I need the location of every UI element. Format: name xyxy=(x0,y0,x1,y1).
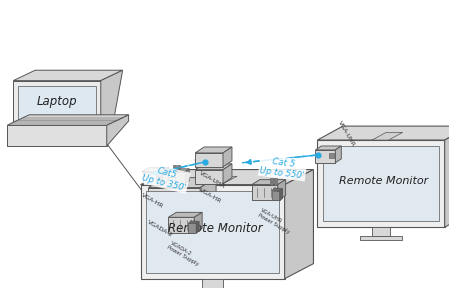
Text: Remote Monitor: Remote Monitor xyxy=(339,176,428,186)
Polygon shape xyxy=(188,221,199,223)
Polygon shape xyxy=(7,125,107,146)
Polygon shape xyxy=(176,172,185,184)
Text: VGA-UHR: VGA-UHR xyxy=(198,171,226,190)
Polygon shape xyxy=(188,223,196,233)
Polygon shape xyxy=(335,146,341,163)
Bar xyxy=(329,153,334,158)
Polygon shape xyxy=(324,146,439,221)
Polygon shape xyxy=(195,153,223,167)
Text: VGA-HR: VGA-HR xyxy=(140,192,164,209)
Bar xyxy=(173,169,176,172)
Polygon shape xyxy=(223,147,232,167)
Text: Cat5
Up to 350': Cat5 Up to 350' xyxy=(141,163,189,192)
Polygon shape xyxy=(18,86,96,120)
Polygon shape xyxy=(7,115,129,125)
Polygon shape xyxy=(194,212,202,233)
Polygon shape xyxy=(200,178,216,211)
Polygon shape xyxy=(143,168,168,172)
Polygon shape xyxy=(196,221,199,233)
Polygon shape xyxy=(278,180,286,201)
Polygon shape xyxy=(317,126,450,140)
Text: Cat 5
Up to 550': Cat 5 Up to 550' xyxy=(259,155,306,180)
Polygon shape xyxy=(315,146,341,150)
Bar xyxy=(157,175,162,180)
Polygon shape xyxy=(315,150,335,163)
Polygon shape xyxy=(372,227,390,236)
Polygon shape xyxy=(101,70,123,125)
Polygon shape xyxy=(195,170,223,184)
Polygon shape xyxy=(252,180,286,185)
Polygon shape xyxy=(445,126,450,227)
Bar xyxy=(177,165,180,168)
Polygon shape xyxy=(285,170,314,279)
Polygon shape xyxy=(148,178,216,188)
Bar xyxy=(274,178,277,181)
Polygon shape xyxy=(372,132,403,140)
Polygon shape xyxy=(195,164,232,170)
Polygon shape xyxy=(176,169,189,172)
Text: VGA-HR: VGA-HR xyxy=(198,188,222,204)
Bar xyxy=(274,182,277,185)
Polygon shape xyxy=(168,217,194,233)
Bar xyxy=(270,182,273,185)
Polygon shape xyxy=(162,168,168,185)
Polygon shape xyxy=(14,70,123,81)
Polygon shape xyxy=(195,147,232,153)
Polygon shape xyxy=(360,236,402,240)
Polygon shape xyxy=(279,188,283,201)
Polygon shape xyxy=(252,185,278,201)
Polygon shape xyxy=(168,212,202,217)
Polygon shape xyxy=(272,190,279,201)
Polygon shape xyxy=(147,190,279,273)
Polygon shape xyxy=(107,115,129,146)
Polygon shape xyxy=(189,288,237,289)
Polygon shape xyxy=(317,140,445,227)
Text: VGA-UHR: VGA-UHR xyxy=(338,120,356,148)
Polygon shape xyxy=(140,185,285,279)
Polygon shape xyxy=(143,172,162,185)
Polygon shape xyxy=(148,188,200,211)
Polygon shape xyxy=(14,81,101,125)
Polygon shape xyxy=(223,164,232,184)
Bar xyxy=(173,165,176,168)
Text: Laptop: Laptop xyxy=(37,95,77,108)
Polygon shape xyxy=(272,188,283,190)
Text: Remote Monitor: Remote Monitor xyxy=(168,222,263,235)
Polygon shape xyxy=(202,176,237,185)
Bar xyxy=(270,178,273,181)
Polygon shape xyxy=(185,169,189,184)
Text: VGADA-2
Power Supply: VGADA-2 Power Supply xyxy=(166,240,202,267)
Polygon shape xyxy=(202,279,223,288)
Text: VGA-UHR
Power Supply: VGA-UHR Power Supply xyxy=(257,208,293,235)
Text: VGADA-2: VGADA-2 xyxy=(147,219,174,238)
Polygon shape xyxy=(140,170,314,185)
Bar xyxy=(177,169,180,172)
